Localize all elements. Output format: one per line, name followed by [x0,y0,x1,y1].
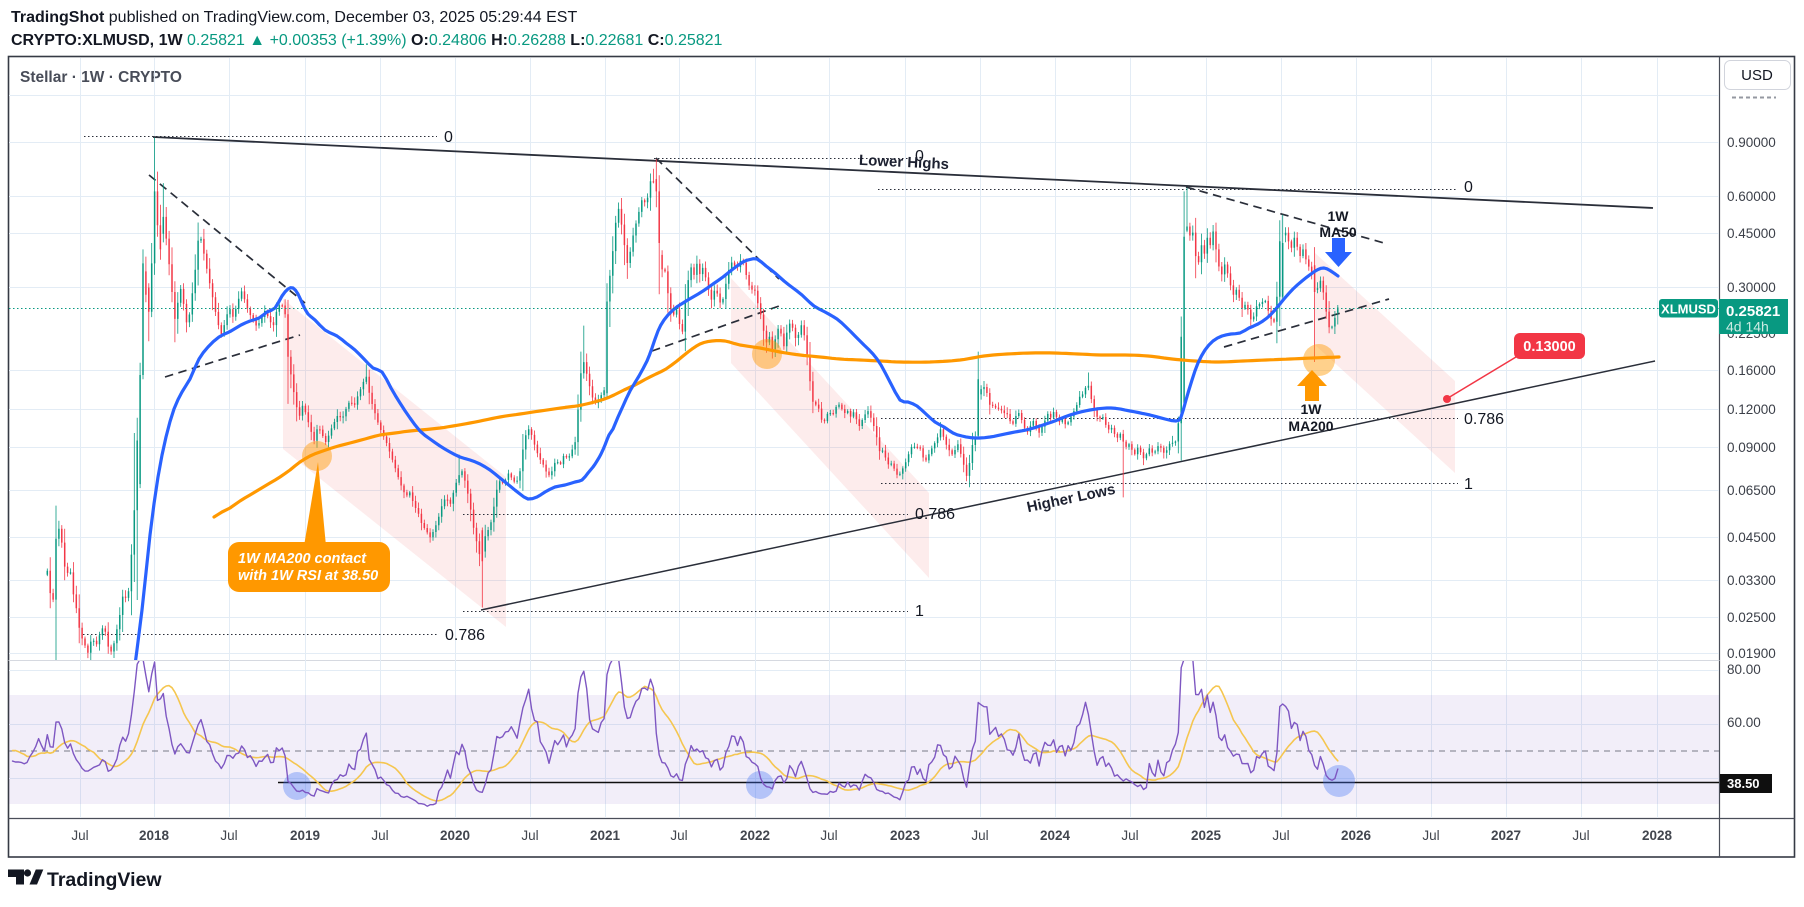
svg-text:Jul: Jul [1422,828,1439,843]
svg-text:2020: 2020 [440,828,470,843]
svg-text:Lower Highs: Lower Highs [859,152,950,173]
svg-text:0.12000: 0.12000 [1727,402,1776,417]
svg-text:1W: 1W [1301,401,1323,417]
svg-text:2026: 2026 [1341,828,1372,843]
svg-text:2023: 2023 [890,828,921,843]
svg-text:2024: 2024 [1040,828,1071,843]
svg-text:Jul: Jul [1121,828,1138,843]
svg-text:1W: 1W [1328,208,1350,224]
svg-text:80.00: 80.00 [1727,662,1761,677]
svg-text:0.06500: 0.06500 [1727,483,1776,498]
svg-text:0.03300: 0.03300 [1727,573,1776,588]
svg-text:0.786: 0.786 [915,506,955,523]
svg-text:0.90000: 0.90000 [1727,135,1776,150]
svg-text:Jul: Jul [521,828,538,843]
svg-text:Jul: Jul [1572,828,1589,843]
svg-text:1W MA200 contact: 1W MA200 contact [238,551,367,567]
svg-text:USD: USD [1741,67,1773,84]
svg-text:1: 1 [1464,476,1473,493]
svg-text:2027: 2027 [1491,828,1521,843]
svg-text:TradingShot published on Tradi: TradingShot published on TradingView.com… [11,9,577,26]
svg-text:2019: 2019 [290,828,320,843]
svg-text:MA50: MA50 [1319,224,1357,240]
svg-text:0: 0 [444,129,453,146]
svg-text:with 1W RSI at 38.50: with 1W RSI at 38.50 [238,568,378,584]
svg-text:2028: 2028 [1642,828,1673,843]
svg-text:0: 0 [1464,179,1473,196]
svg-text:XLMUSD: XLMUSD [1661,302,1716,317]
svg-text:0.30000: 0.30000 [1727,280,1776,295]
svg-text:Stellar · 1W · CRYPTO: Stellar · 1W · CRYPTO [20,69,182,86]
svg-text:0.04500: 0.04500 [1727,530,1776,545]
svg-text:Jul: Jul [1272,828,1289,843]
svg-text:MA200: MA200 [1288,418,1333,434]
svg-text:Jul: Jul [371,828,388,843]
svg-text:0.45000: 0.45000 [1727,226,1776,241]
svg-text:0.02500: 0.02500 [1727,610,1776,625]
svg-text:0.16000: 0.16000 [1727,363,1776,378]
svg-text:4d 14h: 4d 14h [1726,319,1769,335]
svg-text:Jul: Jul [820,828,837,843]
svg-text:0: 0 [915,148,924,165]
svg-text:0.13000: 0.13000 [1523,339,1575,355]
svg-text:60.00: 60.00 [1727,715,1761,730]
svg-text:Jul: Jul [971,828,988,843]
svg-text:Jul: Jul [670,828,687,843]
svg-text:1: 1 [915,603,924,620]
svg-text:2022: 2022 [740,828,770,843]
svg-text:0.09000: 0.09000 [1727,440,1776,455]
svg-text:2025: 2025 [1191,828,1222,843]
svg-text:38.50: 38.50 [1727,776,1760,791]
svg-text:2021: 2021 [590,828,621,843]
svg-text:0.786: 0.786 [445,627,485,644]
svg-text:0.786: 0.786 [1464,411,1504,428]
svg-text:TradingView: TradingView [47,869,162,891]
svg-text:2018: 2018 [139,828,170,843]
svg-text:0.01900: 0.01900 [1727,646,1776,661]
svg-text:0.60000: 0.60000 [1727,189,1776,204]
svg-text:0.25821: 0.25821 [1726,303,1780,320]
svg-text:CRYPTO:XLMUSD, 1W 0.25821 ▲ +0: CRYPTO:XLMUSD, 1W 0.25821 ▲ +0.00353 (+1… [11,32,723,49]
svg-text:Jul: Jul [220,828,237,843]
svg-text:Jul: Jul [71,828,88,843]
